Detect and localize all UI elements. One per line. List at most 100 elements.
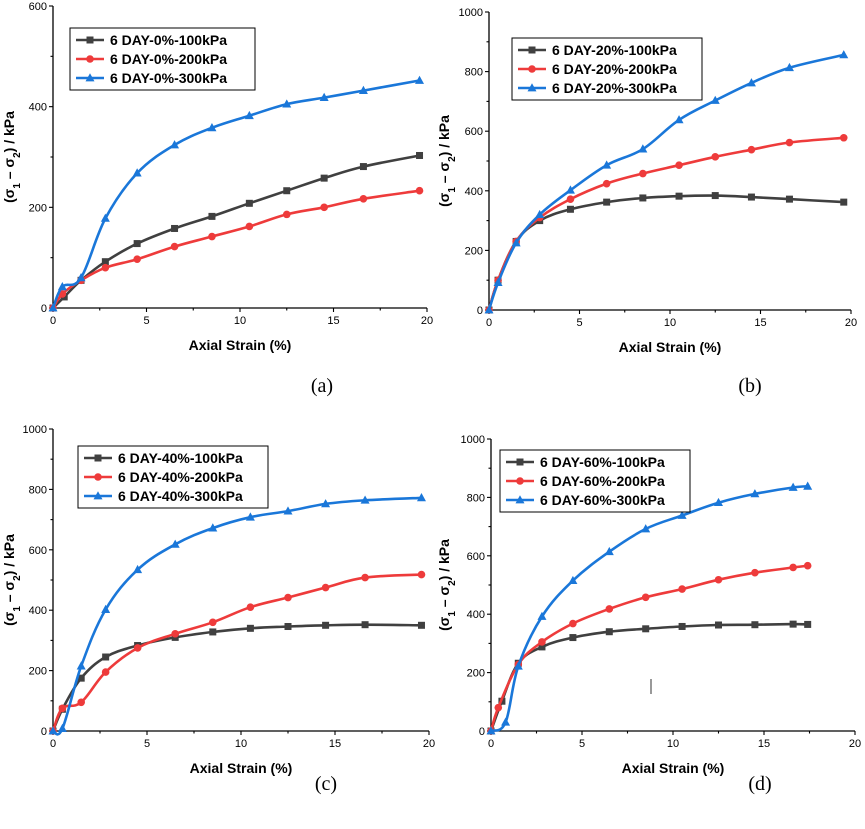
data-point-c-1 xyxy=(361,621,369,629)
data-point-d-2 xyxy=(538,638,546,646)
y-axis-title-b: (σ1 – σ2) / kPa xyxy=(436,115,458,207)
data-point-b-3 xyxy=(784,62,794,72)
data-point-b-3 xyxy=(839,50,849,59)
data-point-b-2 xyxy=(711,153,720,161)
x-tick-label-d: 0 xyxy=(488,738,494,750)
data-point-c-1 xyxy=(77,674,85,682)
data-point-a-2 xyxy=(101,263,110,272)
data-point-a-3 xyxy=(319,92,329,102)
data-point-d-3 xyxy=(604,546,614,556)
data-point-d-3 xyxy=(501,717,511,726)
data-point-d-1 xyxy=(789,620,797,628)
y-tick-label-d: 1000 xyxy=(461,434,485,446)
data-point-d-2 xyxy=(605,605,614,613)
x-axis-title-a: Axial Strain (%) xyxy=(189,337,292,353)
data-point-a-1 xyxy=(101,258,109,266)
data-point-b-2 xyxy=(785,138,794,147)
data-point-d-2 xyxy=(751,568,759,577)
data-point-b-2 xyxy=(747,145,756,154)
legend-label-c-1: 6 DAY-40%-100kPa xyxy=(118,450,243,466)
data-point-c-2 xyxy=(246,603,255,611)
data-point-c-3 xyxy=(76,661,86,670)
y-tick-label-d: 200 xyxy=(467,668,485,680)
data-point-d-2 xyxy=(789,563,797,572)
x-tick-label-a: 15 xyxy=(327,315,339,327)
data-point-d-1 xyxy=(751,621,759,629)
legend-marker-a-2 xyxy=(86,55,94,63)
y-tick-label-c: 0 xyxy=(41,726,47,738)
data-point-c-2 xyxy=(133,644,142,652)
legend-label-c-3: 6 DAY-40%-300kPa xyxy=(118,488,243,504)
x-tick-label-b: 0 xyxy=(486,317,492,329)
data-point-a-2 xyxy=(170,242,179,251)
panel-label-c: (c) xyxy=(315,773,337,795)
x-tick-label-b: 15 xyxy=(754,317,766,329)
legend-marker-a-3 xyxy=(85,73,95,82)
data-point-a-1 xyxy=(416,151,424,159)
legend-marker-d-3 xyxy=(515,495,525,504)
data-point-c-2 xyxy=(284,593,292,602)
data-point-a-3 xyxy=(358,85,368,94)
x-tick-label-d: 15 xyxy=(758,738,770,750)
data-point-c-1 xyxy=(322,621,330,629)
y-tick-label-d: 600 xyxy=(467,551,485,563)
data-point-a-1 xyxy=(283,187,291,195)
y-tick-label-d: 800 xyxy=(467,492,485,504)
data-point-c-2 xyxy=(321,583,330,592)
x-tick-label-b: 5 xyxy=(576,317,582,329)
data-point-b-1 xyxy=(566,205,574,213)
x-tick-label-a: 10 xyxy=(234,315,246,327)
x-tick-label-d: 5 xyxy=(579,738,585,750)
data-point-a-2 xyxy=(415,186,424,195)
data-point-c-3 xyxy=(321,499,331,508)
data-point-d-1 xyxy=(569,634,577,642)
legend-marker-c-3 xyxy=(93,491,103,500)
data-point-a-2 xyxy=(282,210,291,219)
y-tick-label-a: 400 xyxy=(29,102,47,114)
panel-label-a: (a) xyxy=(311,375,333,397)
data-point-a-3 xyxy=(170,140,180,149)
legend-marker-b-1 xyxy=(528,46,536,54)
data-point-d-3 xyxy=(641,524,651,533)
y-tick-label-b: 400 xyxy=(465,186,483,198)
data-point-a-2 xyxy=(359,194,368,203)
data-point-a-2 xyxy=(320,203,328,212)
data-point-c-2 xyxy=(77,698,85,707)
data-point-b-1 xyxy=(603,198,611,206)
data-point-d-3 xyxy=(568,575,578,585)
legend-marker-d-1 xyxy=(516,458,524,466)
y-tick-label-c: 400 xyxy=(29,605,47,617)
y-axis-title-c: (σ1 – σ2) / kPa xyxy=(1,534,23,626)
y-tick-label-c: 1000 xyxy=(23,424,47,436)
panel-label-d: (d) xyxy=(748,773,771,795)
x-axis-title-b: Axial Strain (%) xyxy=(619,339,722,355)
data-point-c-3 xyxy=(133,564,143,574)
data-point-a-3 xyxy=(207,123,217,132)
series-line-a-3 xyxy=(51,79,421,310)
data-point-c-2 xyxy=(101,668,110,676)
series-line-c-1 xyxy=(51,623,423,733)
data-point-a-2 xyxy=(133,255,141,263)
data-point-d-3 xyxy=(803,481,813,490)
y-tick-label-a: 0 xyxy=(41,303,47,315)
legend-marker-a-1 xyxy=(86,36,94,44)
data-point-c-3 xyxy=(245,512,255,521)
series-line-d-1 xyxy=(489,622,809,733)
y-tick-label-c: 600 xyxy=(29,545,47,557)
data-point-b-1 xyxy=(747,193,755,201)
data-point-b-1 xyxy=(711,192,719,200)
legend-marker-b-3 xyxy=(527,83,537,92)
panel-label-b: (b) xyxy=(738,375,761,397)
data-point-b-3 xyxy=(602,160,612,169)
data-point-b-3 xyxy=(565,185,575,194)
legend-label-a-3: 6 DAY-0%-300kPa xyxy=(110,70,227,86)
data-point-c-3 xyxy=(48,726,58,735)
data-point-b-3 xyxy=(746,78,756,87)
data-point-c-1 xyxy=(284,623,292,631)
data-point-c-2 xyxy=(417,570,426,579)
data-point-a-1 xyxy=(359,163,367,171)
data-point-d-3 xyxy=(677,510,687,519)
